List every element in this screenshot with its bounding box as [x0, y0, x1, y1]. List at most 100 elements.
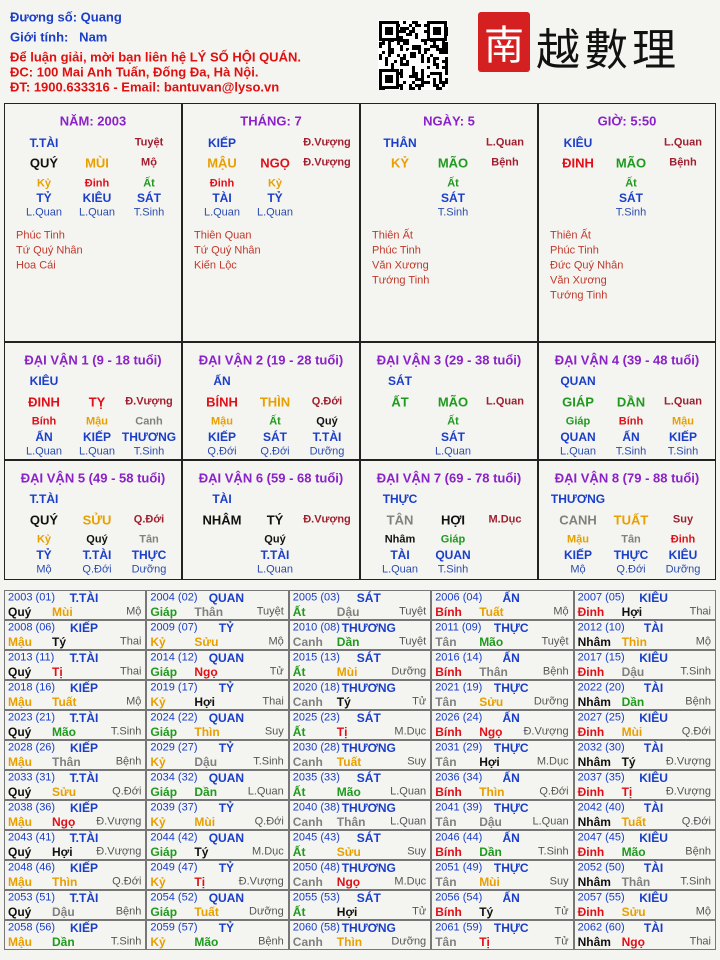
year: 2023 (21)	[8, 711, 56, 724]
qr-module	[415, 48, 418, 51]
ten-god: THỰC	[493, 801, 529, 815]
qr-module	[415, 45, 418, 48]
year-cell	[4, 590, 147, 620]
year-cell	[431, 740, 574, 770]
year-cell	[146, 800, 289, 830]
phase: Thai	[119, 635, 142, 648]
qr-module	[421, 69, 424, 72]
luck-title: ĐẠI VẬN 6 (59 - 68 tuổi)	[198, 470, 344, 486]
year: 2045 (43)	[292, 831, 340, 844]
stem: Canh	[292, 695, 323, 709]
year-cell	[288, 590, 432, 620]
hidden-stem: Mậu	[567, 533, 589, 546]
year: 2018 (16)	[8, 681, 56, 694]
branch: Mùi	[194, 815, 216, 829]
qr-module	[412, 45, 415, 48]
qr-module	[412, 66, 415, 69]
qr-module	[415, 84, 418, 87]
year-cell	[573, 770, 716, 800]
phase: Đ.Vượng	[96, 845, 142, 858]
star: Phúc Tinh	[16, 229, 65, 242]
year: 2041 (39)	[435, 801, 483, 814]
year-cell	[4, 920, 147, 950]
hidden-god: TỶ	[267, 191, 283, 205]
qr-module	[412, 75, 415, 78]
qr-module	[391, 48, 394, 51]
star: Văn Xương	[550, 274, 607, 287]
qr-module	[388, 51, 391, 54]
hidden-stem: Quý	[86, 533, 108, 546]
ten-god: SÁT	[356, 711, 381, 725]
qr-module	[406, 60, 409, 63]
year: 2056 (54)	[435, 891, 483, 904]
hidden-phase: T.Sinh	[133, 445, 165, 458]
qr-module	[415, 24, 418, 27]
branch: Hợi	[336, 905, 358, 919]
year: 2008 (06)	[8, 621, 56, 634]
stem: ĐINH	[28, 394, 60, 410]
year: 2017 (15)	[577, 651, 625, 664]
branch: Dần	[52, 935, 75, 949]
luck-box	[4, 460, 182, 580]
year-cell	[146, 740, 289, 770]
luck-title: ĐẠI VẬN 2 (19 - 28 tuổi)	[198, 352, 344, 368]
qr-module	[394, 60, 397, 63]
year-cell	[573, 710, 716, 740]
luck-box	[4, 342, 182, 460]
phase: T.Sinh	[680, 665, 711, 678]
qr-module	[445, 48, 448, 51]
hidden-stem: Kỷ	[36, 177, 52, 190]
star: Phúc Tinh	[372, 244, 421, 257]
ten-god: TỶ	[218, 741, 235, 755]
qr-module	[433, 45, 436, 48]
qr-module	[415, 33, 418, 36]
phase: Bệnh	[685, 695, 711, 708]
qr-module	[403, 30, 406, 33]
year-cell	[288, 770, 432, 800]
qr-module	[442, 45, 445, 48]
year: 2044 (42)	[150, 831, 198, 844]
qr-module	[445, 60, 448, 63]
logo-seal: 南	[478, 12, 530, 72]
year: 2031 (29)	[435, 741, 483, 754]
year-cell	[573, 740, 716, 770]
ten-god: QUAN	[208, 711, 245, 725]
branch: Ngọ	[194, 665, 218, 679]
ten-god: KIÊU	[639, 591, 668, 605]
phase: Bệnh	[669, 156, 697, 169]
ten-god: KIÊU	[639, 891, 668, 905]
ten-god: THỰC	[493, 741, 529, 755]
branch: Tý	[194, 845, 209, 859]
stem: Kỷ	[150, 815, 166, 829]
branch: Ngọ	[336, 875, 361, 889]
qr-module	[442, 60, 445, 63]
phase: Thai	[689, 605, 711, 618]
hidden-stem: Ất	[447, 177, 459, 190]
year-cell	[573, 620, 716, 650]
stem: Canh	[292, 875, 323, 889]
year-cell	[4, 800, 147, 830]
qr-module	[409, 87, 412, 90]
branch: Tị	[336, 725, 348, 739]
luck-title: ĐẠI VẬN 4 (39 - 48 tuổi)	[554, 352, 700, 368]
star: Tướng Tinh	[550, 289, 608, 302]
year: 2015 (13)	[292, 651, 340, 664]
hidden-god: TÀI	[390, 548, 410, 562]
year-cell	[431, 860, 574, 890]
year-cell	[146, 650, 289, 680]
qr-module	[385, 27, 393, 35]
stem: Bính	[435, 605, 462, 619]
branch: Tý	[479, 905, 494, 919]
hidden-phase: Dưỡng	[665, 563, 701, 576]
stem: QUÝ	[29, 155, 59, 171]
phase: L.Quan	[486, 136, 524, 149]
hidden-stem: Giáp	[565, 415, 591, 428]
year: 2055 (53)	[292, 891, 340, 904]
year: 2007 (05)	[577, 591, 625, 604]
branch: Tị	[621, 785, 633, 799]
qr-module	[439, 51, 442, 54]
ten-god: TỶ	[218, 861, 235, 875]
qr-module	[418, 45, 421, 48]
hidden-phase: Q.Đới	[207, 445, 237, 458]
hidden-god: KIÊU	[82, 191, 112, 205]
